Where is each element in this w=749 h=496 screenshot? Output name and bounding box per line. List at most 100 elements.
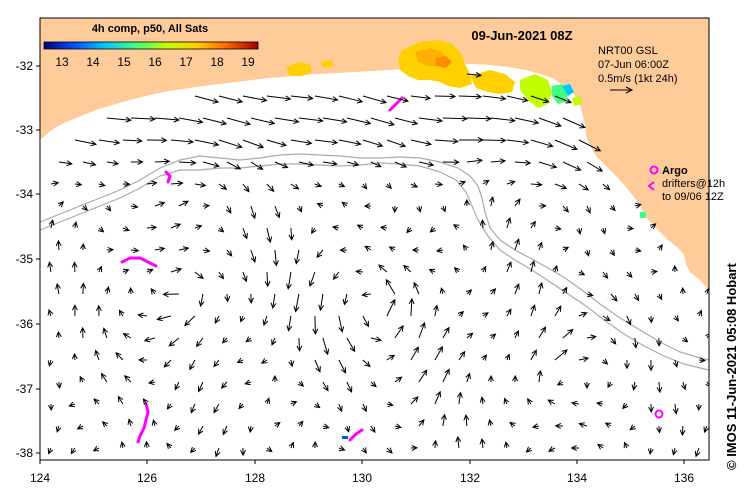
current-vector-arrow <box>242 227 248 240</box>
current-vector-arrow <box>602 271 609 279</box>
bathymetry-contour-shelf <box>40 153 709 361</box>
current-vector-arrow <box>513 330 519 339</box>
current-vector-arrow <box>213 359 220 368</box>
current-vector-arrow <box>505 308 512 317</box>
current-vector-arrow <box>286 271 292 290</box>
current-vector-arrow <box>74 181 83 188</box>
current-vector-arrow <box>76 424 84 430</box>
current-vector-arrow <box>610 337 617 345</box>
current-vector-arrow <box>463 198 470 207</box>
current-vector-arrow <box>178 117 204 125</box>
current-vector-arrow <box>100 372 108 383</box>
current-vector-arrow <box>202 161 220 168</box>
current-vector-arrow <box>631 381 638 391</box>
current-vector-arrow <box>672 359 679 368</box>
bathymetry-contour-slope <box>40 162 709 371</box>
current-vector-arrow <box>79 326 86 339</box>
current-vector-arrow <box>293 293 300 313</box>
current-vector-arrow <box>626 225 635 232</box>
colorbar-ramp <box>44 42 258 49</box>
drifter-legend-symbol <box>647 181 655 191</box>
current-vector-arrow <box>174 424 181 432</box>
current-vector-arrow <box>82 160 97 167</box>
current-vector-arrow <box>225 205 232 214</box>
current-vector-arrow <box>346 160 360 167</box>
current-vector-arrow <box>247 425 254 434</box>
current-vector-arrow <box>562 246 570 253</box>
current-vector-arrow <box>194 139 220 147</box>
y-tick-label: -35 <box>16 252 34 266</box>
current-vector-arrow <box>458 350 466 361</box>
current-vector-arrow <box>174 381 181 391</box>
current-vector-arrow <box>604 422 612 428</box>
current-vector-arrow <box>585 205 591 214</box>
x-axis-ticks: 124 126 128 130 132 134 136 <box>30 460 694 485</box>
current-vector-arrow <box>96 265 103 273</box>
current-vector-arrow <box>503 440 510 449</box>
current-vector-arrow <box>290 400 298 407</box>
current-vector-arrow <box>338 359 347 374</box>
current-vector-arrow <box>578 311 588 318</box>
current-vector-arrow <box>512 374 518 383</box>
current-vector-arrow <box>318 293 325 312</box>
current-vector-arrow <box>456 391 463 405</box>
current-vector-arrow <box>482 137 507 144</box>
current-vector-arrow <box>703 425 709 434</box>
current-vector-arrow <box>506 139 530 146</box>
current-vector-arrow <box>466 71 483 78</box>
current-vector-arrow <box>130 115 157 122</box>
current-vector-arrow <box>79 375 85 383</box>
current-vector-arrow <box>48 219 55 229</box>
current-vector-arrow <box>226 117 252 126</box>
current-vector-arrow <box>170 223 182 229</box>
current-vector-arrow <box>48 403 54 412</box>
colorbar-tick-label: 14 <box>86 55 100 69</box>
current-vector-arrow <box>607 381 613 389</box>
current-vector-arrow <box>71 304 78 316</box>
current-vector-arrow <box>260 358 268 364</box>
current-vector-arrow <box>434 138 459 145</box>
current-vector-arrow <box>314 359 321 373</box>
current-vector-arrow <box>296 337 303 352</box>
current-vector-arrow <box>482 312 489 318</box>
current-vector-arrow <box>178 200 189 207</box>
current-vector-arrow <box>290 183 300 190</box>
current-vector-arrow <box>184 315 196 327</box>
current-vector-arrow <box>570 445 579 451</box>
current-vector-arrow <box>479 219 486 229</box>
argo-float-marker <box>654 409 664 419</box>
current-vector-arrow <box>122 137 143 144</box>
drifters-line-2: to 09/06 12Z <box>662 191 724 203</box>
current-vector-arrow <box>418 419 425 427</box>
current-vector-arrow <box>80 282 87 295</box>
model-date: 07-Jun 06:00Z <box>598 59 669 71</box>
current-vector-arrow <box>673 315 680 322</box>
current-vector-arrow <box>339 247 347 253</box>
current-vector-arrow <box>482 179 490 186</box>
current-vector-arrow <box>127 418 134 427</box>
y-tick-label: -37 <box>16 382 34 396</box>
current-vector-arrow <box>332 271 340 280</box>
current-vector-arrow <box>440 205 447 213</box>
current-vector-arrow <box>386 401 394 408</box>
current-vector-arrow <box>647 447 654 456</box>
current-vector-arrow <box>362 139 384 148</box>
current-vector-arrow <box>656 337 662 347</box>
current-vector-arrow <box>240 447 246 457</box>
current-vector-arrow <box>197 381 204 393</box>
current-vector-arrow <box>648 315 654 324</box>
current-vector-arrow <box>166 442 173 450</box>
current-vector-arrow <box>137 312 147 319</box>
current-vector-arrow <box>578 422 588 428</box>
current-vector-arrow <box>202 247 211 254</box>
current-vector-arrow <box>562 161 582 171</box>
current-vector-arrow <box>458 180 467 187</box>
colorbar-tick-label: 18 <box>210 55 224 69</box>
current-vector-arrow <box>355 268 363 275</box>
current-vector-arrow <box>322 423 330 430</box>
current-vector-arrow <box>530 304 536 317</box>
current-vector-arrow <box>453 267 461 274</box>
current-vector-arrow <box>68 401 76 408</box>
current-vector-arrow <box>362 95 388 104</box>
current-vector-arrow <box>226 161 242 170</box>
